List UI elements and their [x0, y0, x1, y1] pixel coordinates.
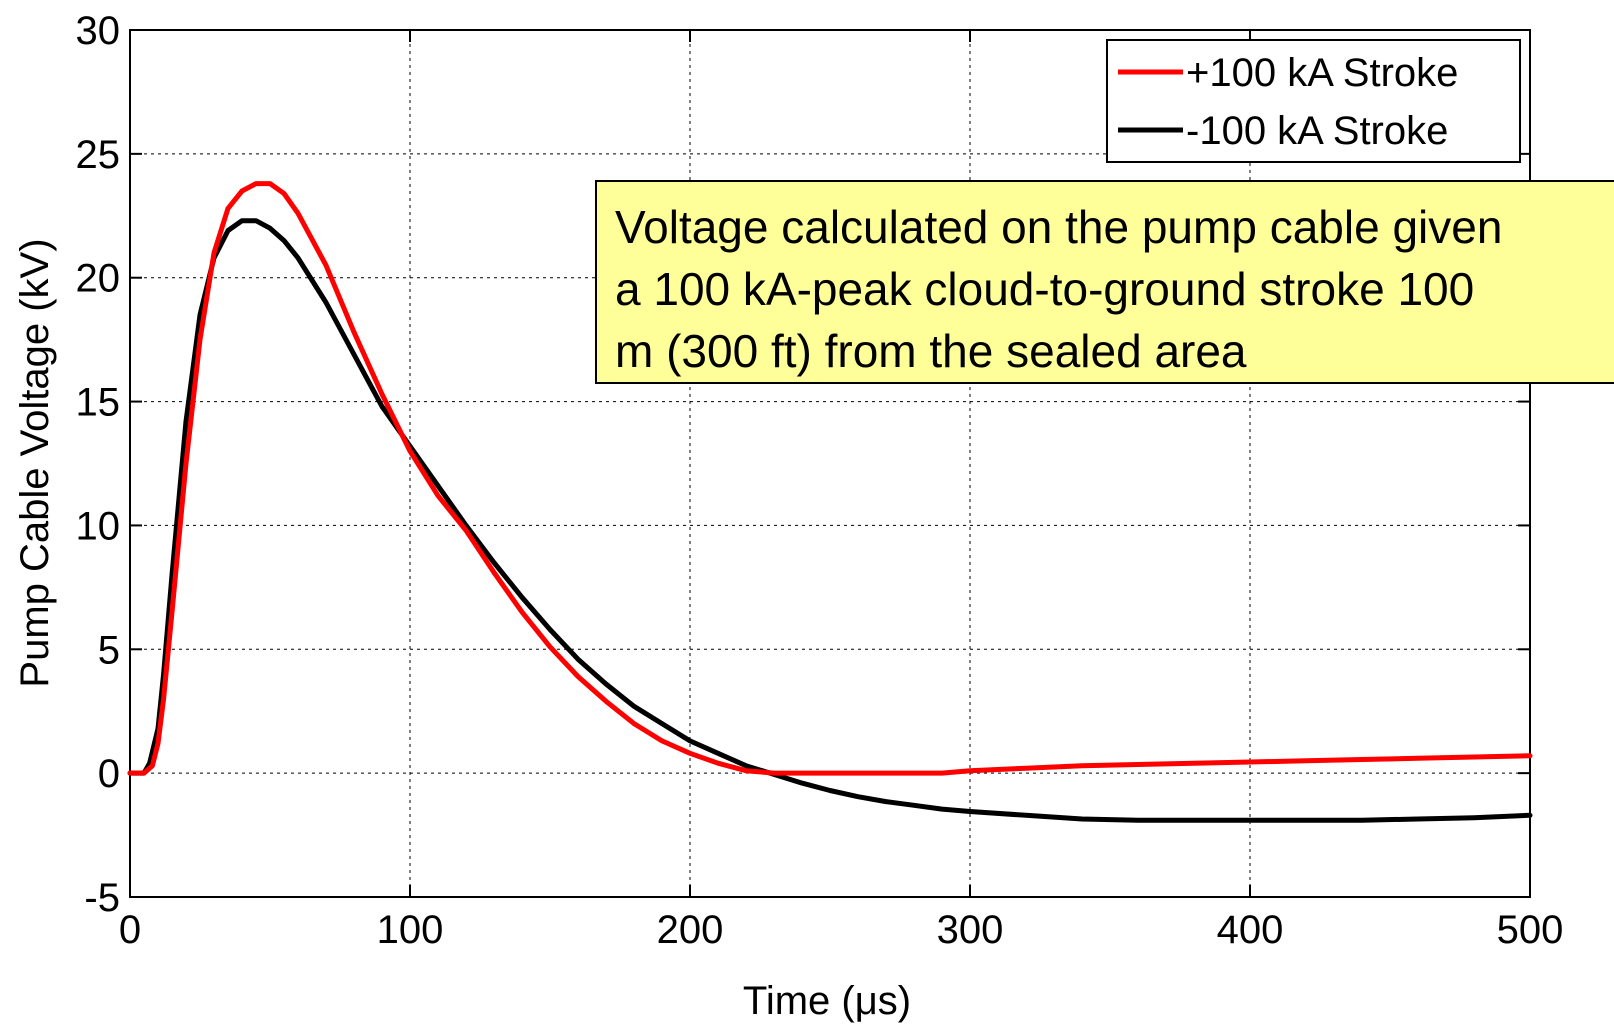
- y-axis-label: Pump Cable Voltage (kV): [13, 238, 57, 687]
- y-tick-label: -5: [84, 876, 120, 920]
- x-tick-label: 300: [937, 908, 1004, 952]
- annotation-box: Voltage calculated on the pump cable giv…: [595, 180, 1614, 384]
- x-tick-label: 100: [377, 908, 444, 952]
- y-tick-label: 0: [98, 752, 120, 796]
- y-tick-label: 20: [76, 257, 121, 301]
- legend: +100 kA Stroke -100 kA Stroke: [1106, 39, 1521, 163]
- legend-label-positive: +100 kA Stroke: [1186, 51, 1458, 95]
- annotation-line: m (300 ft) from the sealed area: [615, 325, 1247, 377]
- x-tick-label: 500: [1497, 908, 1564, 952]
- y-tick-label: 30: [76, 9, 121, 53]
- y-tick-label: 15: [76, 381, 121, 425]
- y-tick-label: 5: [98, 628, 120, 672]
- y-tick-label: 10: [76, 504, 121, 548]
- annotation-line: a 100 kA-peak cloud-to-ground stroke 100: [615, 263, 1475, 315]
- annotation-line: Voltage calculated on the pump cable giv…: [615, 201, 1503, 253]
- legend-label-negative: -100 kA Stroke: [1186, 109, 1448, 153]
- x-tick-label: 200: [657, 908, 724, 952]
- x-tick-label: 0: [119, 908, 141, 952]
- x-axis-label: Time (μs): [743, 979, 911, 1023]
- y-tick-label: 25: [76, 133, 121, 177]
- x-tick-label: 400: [1217, 908, 1284, 952]
- plot-frame: [129, 29, 1531, 898]
- series-line-positive: [127, 181, 1533, 776]
- series-lines: [127, 181, 1533, 823]
- legend-box: [1106, 39, 1521, 163]
